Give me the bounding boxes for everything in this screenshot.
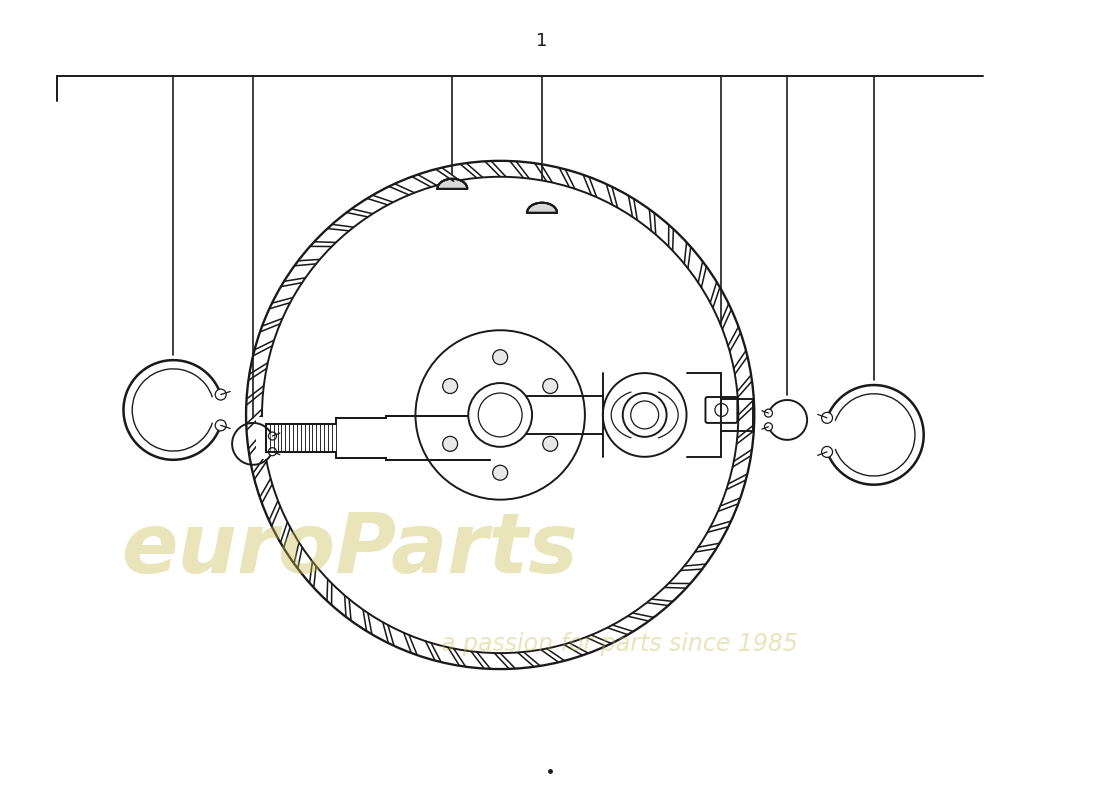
Text: a passion for parts since 1985: a passion for parts since 1985	[441, 632, 799, 656]
Circle shape	[493, 350, 507, 365]
Circle shape	[603, 373, 686, 457]
Circle shape	[542, 378, 558, 394]
Circle shape	[764, 409, 772, 417]
Circle shape	[442, 378, 458, 394]
Polygon shape	[438, 178, 468, 189]
Circle shape	[216, 420, 227, 431]
Circle shape	[216, 389, 227, 400]
Polygon shape	[527, 202, 557, 213]
Circle shape	[268, 448, 276, 456]
Circle shape	[416, 330, 585, 500]
Circle shape	[764, 422, 772, 430]
Text: euroParts: euroParts	[122, 509, 579, 590]
Circle shape	[442, 436, 458, 451]
Circle shape	[822, 412, 833, 423]
Circle shape	[822, 446, 833, 458]
Bar	[256, 417, 500, 458]
Circle shape	[542, 436, 558, 451]
Text: 1: 1	[537, 32, 548, 50]
Circle shape	[262, 177, 738, 653]
Circle shape	[623, 393, 667, 437]
Circle shape	[246, 161, 755, 669]
Circle shape	[268, 432, 276, 440]
FancyBboxPatch shape	[705, 397, 737, 423]
Circle shape	[469, 383, 532, 447]
Circle shape	[493, 466, 507, 480]
